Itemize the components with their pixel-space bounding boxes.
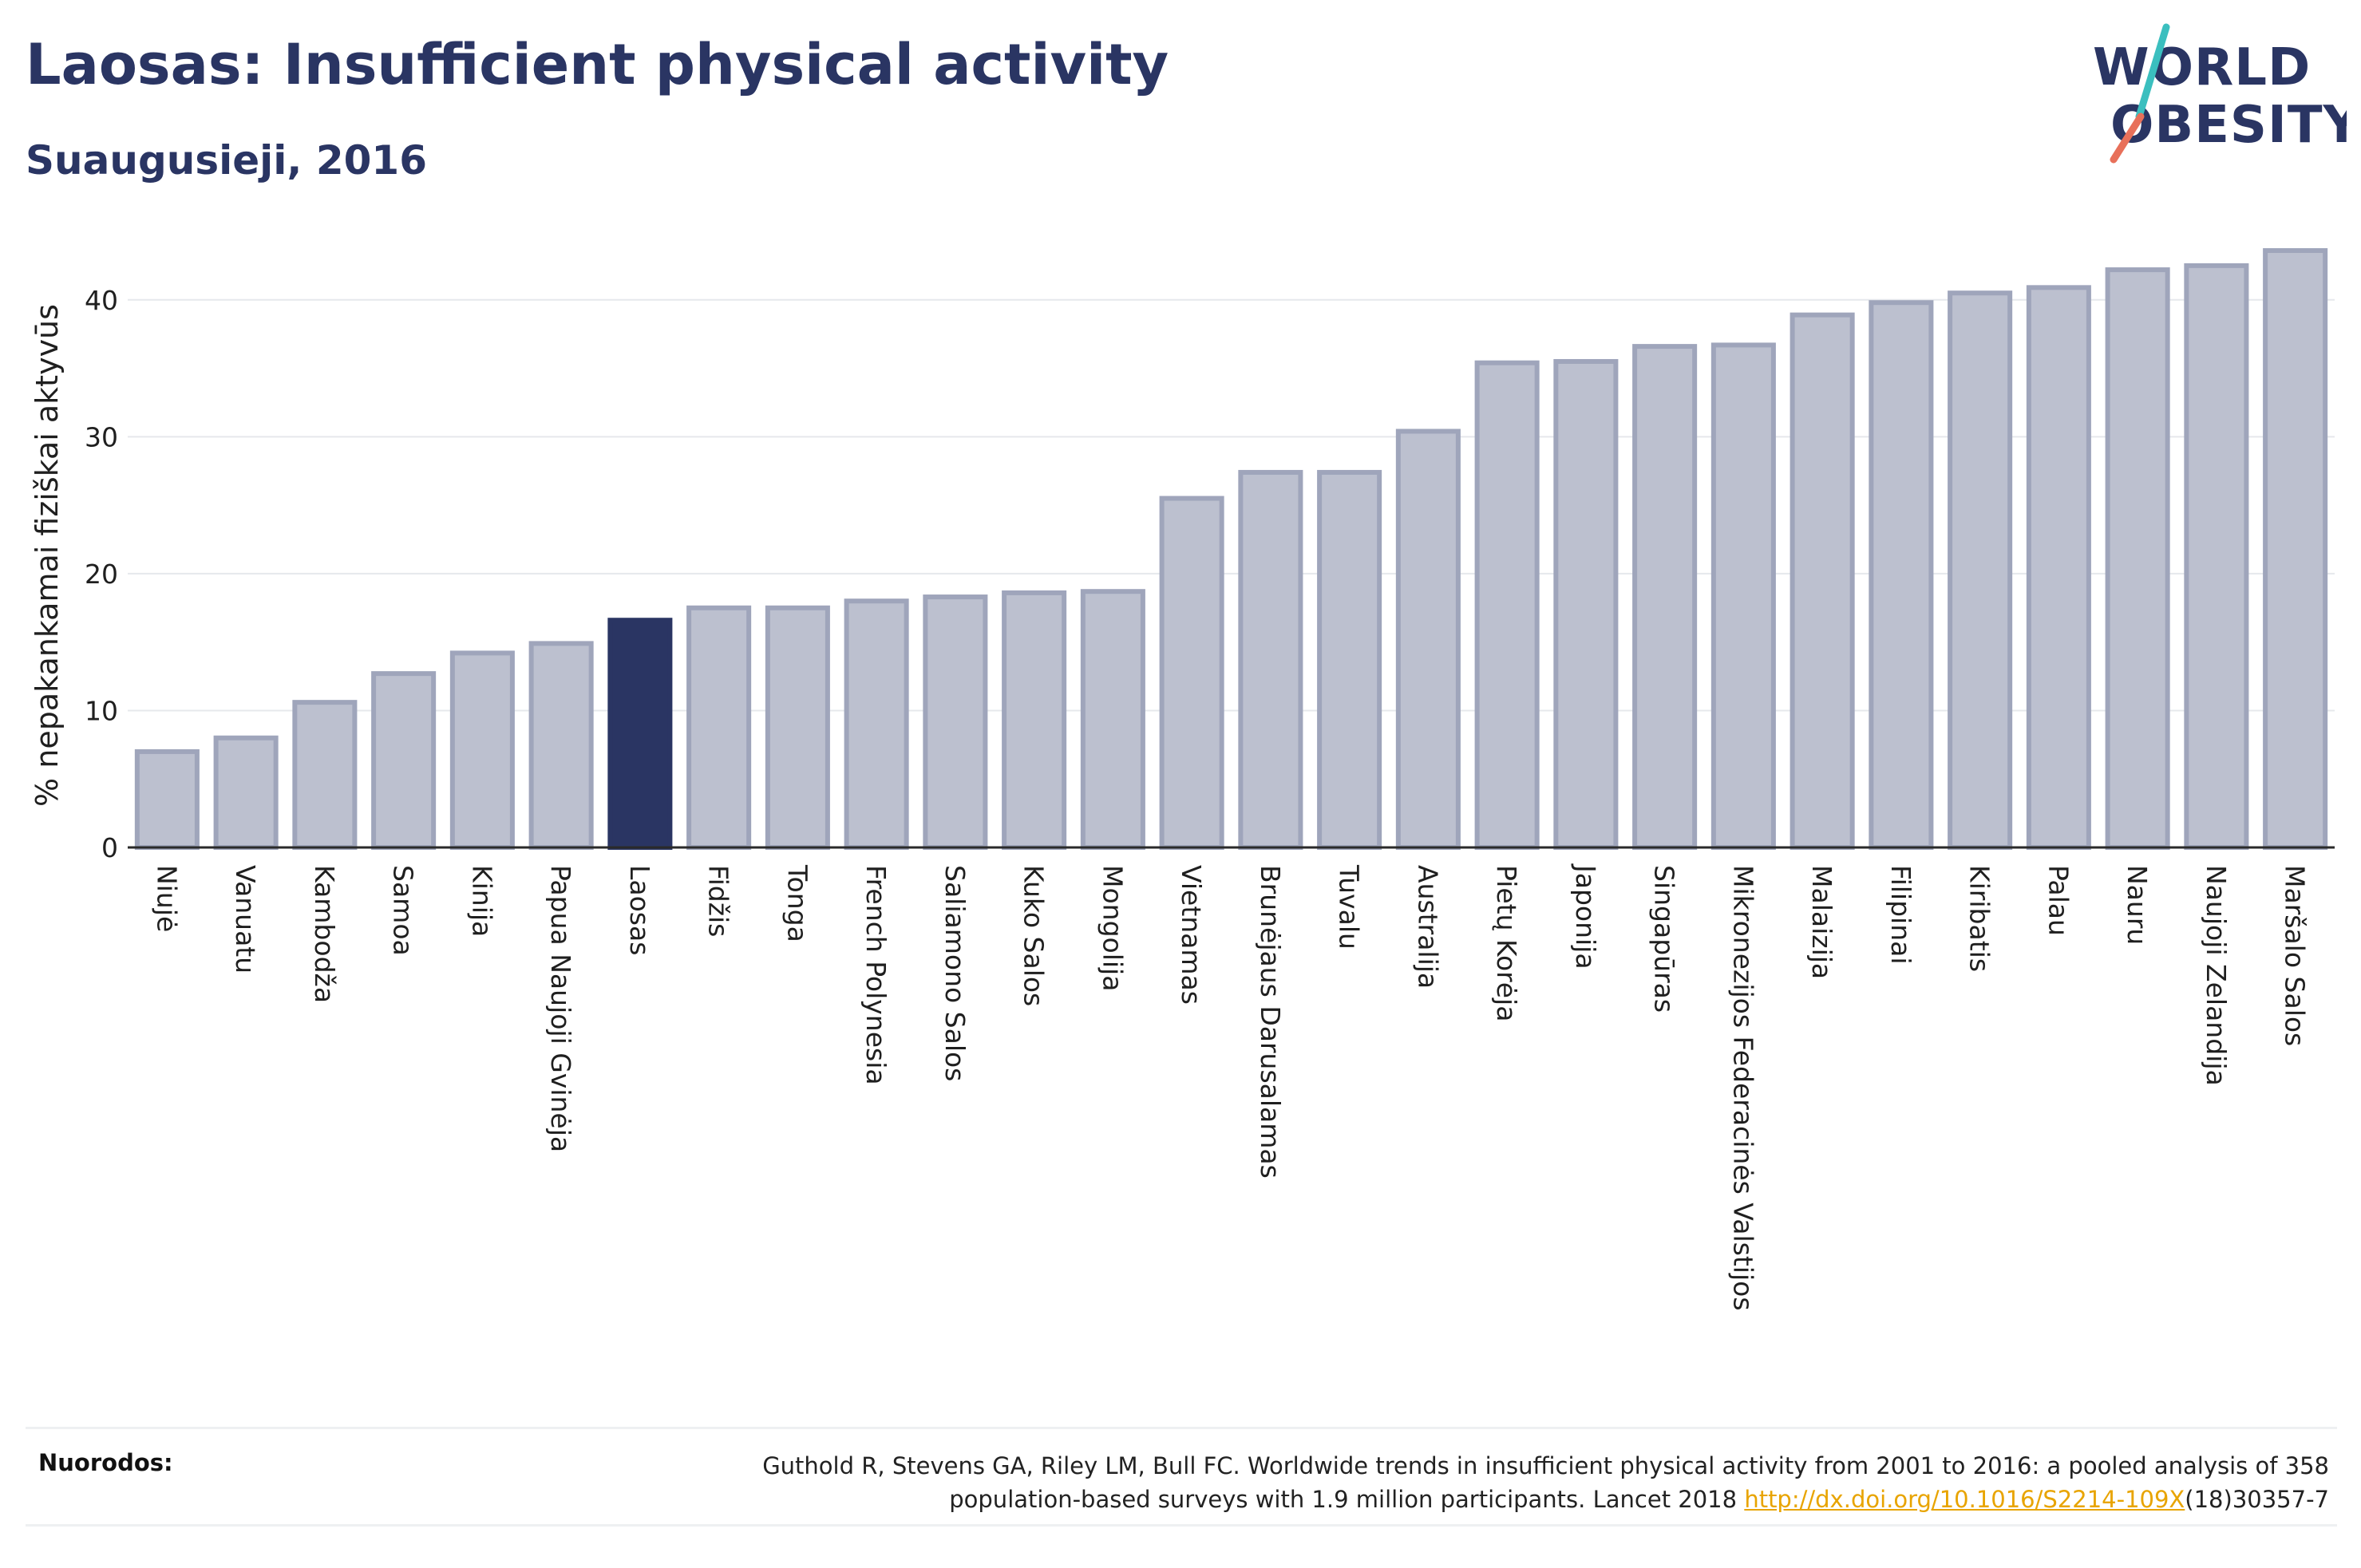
x-tick-label: Tonga <box>781 864 813 942</box>
reference-line-2-prefix: population-based surveys with 1.9 millio… <box>949 1486 1745 1513</box>
x-tick-label: Mikronezijos Federacinės Valstijos <box>1727 865 1758 1311</box>
x-tick-label: Kiribatis <box>1964 865 1995 972</box>
bar-kambodža <box>292 700 358 851</box>
bars <box>134 248 2328 851</box>
bar-mikronezijos-federacinės-valstijos <box>1710 342 1776 850</box>
y-tick-label: 20 <box>85 559 118 590</box>
bar-palau <box>2026 285 2091 850</box>
x-tick-label: Japonija <box>1570 863 1601 970</box>
reference-line-2-suffix: (18)30357-7 <box>2185 1486 2329 1513</box>
bar-tuvalu <box>1317 469 1382 851</box>
x-tick-label: Brunėjaus Darusalamas <box>1255 865 1286 1179</box>
page-subtitle: Suaugusieji, 2016 <box>26 137 427 184</box>
reference-line-2: population-based surveys with 1.9 millio… <box>509 1483 2329 1516</box>
bar-papua-naujoji-gvinėja <box>528 641 594 850</box>
x-tick-label: Vanuatu <box>230 865 261 974</box>
x-tick-label: Naujoji Zelandija <box>2201 865 2232 1086</box>
x-tick-labels: Niujė Vanuatu Kambodža Samoa Kinija Papua Nau… <box>151 863 2310 1311</box>
bar-tonga <box>765 605 830 850</box>
y-tick-label: 0 <box>101 832 118 863</box>
page-title: Laosas: Insufficient physical activity <box>26 32 1169 97</box>
x-tick-label: Saliamono Salos <box>939 865 971 1081</box>
bar-naujoji-zelandija <box>2184 263 2249 850</box>
y-axis-label: % nepakankamai fiziškai aktyvūs <box>30 304 65 807</box>
bar-malaizija <box>1790 312 1855 851</box>
bar-mongolija <box>1080 589 1145 850</box>
logo-line-2: OBESITY <box>2110 96 2347 155</box>
x-tick-label: Laosas <box>624 865 655 955</box>
bar-laosas <box>607 618 673 850</box>
bar-filipinai <box>1869 300 1934 851</box>
x-tick-label: Papua Naujoji Gvinėja <box>545 865 576 1152</box>
x-tick-label: Kuko Salos <box>1018 865 1050 1006</box>
x-tick-label: Australija <box>1412 865 1443 989</box>
x-tick-label: Malaizija <box>1806 865 1837 979</box>
bar-samoa <box>371 671 437 850</box>
bar-australija <box>1395 429 1461 850</box>
bar-pietų-korėja <box>1474 360 1540 850</box>
references-text: Guthold R, Stevens GA, Riley LM, Bull FC… <box>509 1449 2329 1516</box>
x-tick-label: French Polynesia <box>860 865 892 1085</box>
x-tick-label: Palau <box>2043 865 2074 936</box>
bar-kiribatis <box>1948 290 2013 850</box>
bar-kuko-salos <box>1002 590 1067 850</box>
doi-link[interactable]: http://dx.doi.org/10.1016/S2214-109X <box>1744 1486 2185 1513</box>
bar-chart: 0 10 20 30 40 Niujė Vanuatu Kambodža Samoa Kinij… <box>30 248 2335 1311</box>
logo-slash-teal <box>2135 23 2170 120</box>
x-tick-label: Kambodža <box>309 865 340 1003</box>
x-tick-label: Singapūras <box>1649 865 1680 1013</box>
logo-line-1: WORLD <box>2093 38 2311 97</box>
x-tick-label: Pietų Korėja <box>1491 865 1522 1021</box>
bar-fidžis <box>686 605 752 850</box>
logo-slash-coral <box>2110 113 2145 164</box>
bar-nauru <box>2105 267 2170 850</box>
footer-divider-bottom <box>26 1524 2337 1527</box>
x-tick-label: Nauru <box>2122 865 2153 945</box>
bar-kinija <box>449 650 515 850</box>
reference-line-1: Guthold R, Stevens GA, Riley LM, Bull FC… <box>762 1452 2329 1479</box>
bar-maršalo-salos <box>2263 248 2328 851</box>
footer-divider-top <box>26 1427 2337 1429</box>
bar-french-polynesia <box>844 598 909 850</box>
x-tick-label: Filipinai <box>1885 865 1916 965</box>
x-tick-label: Samoa <box>388 865 419 956</box>
x-tick-label: Kinija <box>466 865 497 937</box>
bar-singapūras <box>1632 344 1698 850</box>
y-tick-label: 10 <box>85 695 118 726</box>
bar-niujė <box>134 748 200 851</box>
references-label: Nuorodos: <box>38 1449 173 1476</box>
y-tick-label: 40 <box>85 285 118 316</box>
bar-saliamono-salos <box>923 594 988 850</box>
bar-brunėjaus-darusalamas <box>1238 469 1303 851</box>
y-tick-label: 30 <box>85 421 118 452</box>
x-tick-label: Tuvalu <box>1334 864 1365 950</box>
x-tick-label: Mongolija <box>1097 865 1128 991</box>
x-tick-label: Vietnamas <box>1176 865 1207 1005</box>
x-tick-label: Fidžis <box>703 865 734 937</box>
bar-japonija <box>1553 358 1619 850</box>
bar-vietnamas <box>1159 496 1224 850</box>
x-tick-label: Niujė <box>151 865 182 932</box>
world-obesity-logo: WORLD OBESITY <box>2083 22 2360 166</box>
x-tick-label: Maršalo Salos <box>2280 865 2311 1046</box>
y-tick-labels: 0 10 20 30 40 <box>85 285 118 863</box>
bar-vanuatu <box>213 735 279 850</box>
